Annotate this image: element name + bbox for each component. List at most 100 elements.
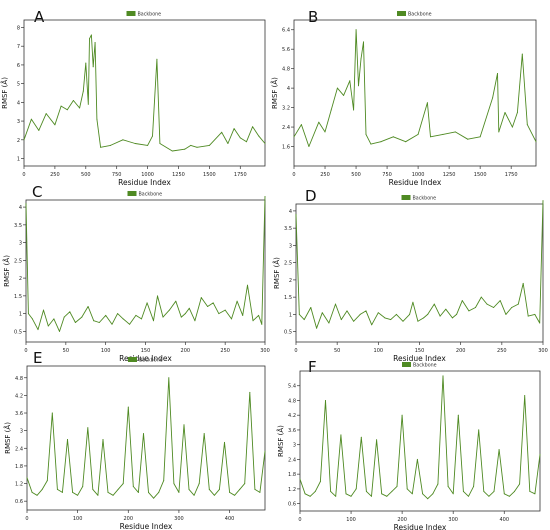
data-point [371, 324, 373, 326]
data-point [451, 317, 453, 319]
data-point [98, 322, 100, 323]
data-point [27, 313, 29, 315]
legend-label: Backbone [138, 12, 162, 18]
data-point [330, 109, 332, 111]
data-point [252, 320, 254, 322]
data-point [180, 316, 182, 318]
x-axis-label: Residue Index [393, 354, 446, 363]
data-point [79, 107, 81, 109]
data-point [47, 325, 49, 327]
data-point [430, 136, 431, 138]
data-point [93, 320, 95, 322]
x-tick-label: 100 [101, 348, 111, 354]
legend-label: Backbone [413, 196, 437, 202]
data-point [173, 483, 175, 485]
data-point [26, 477, 28, 479]
data-point [521, 53, 523, 55]
y-tick-label: 0.5 [284, 330, 292, 336]
data-point [310, 307, 312, 308]
data-point [534, 313, 536, 315]
y-tick-label: 0.5 [14, 329, 22, 335]
data-point [427, 313, 429, 315]
data-point [452, 493, 454, 495]
y-tick-label: 3 [289, 243, 292, 249]
data-point [522, 282, 524, 284]
data-point [300, 124, 302, 126]
y-tick-label: 3 [293, 443, 296, 449]
data-point [391, 490, 393, 492]
data-point [498, 131, 500, 133]
y-tick-label: 2 [17, 138, 20, 144]
y-tick-label: 1.8 [288, 472, 296, 478]
data-point [127, 406, 129, 408]
y-tick-label: 1.2 [15, 482, 23, 488]
series-line-backbone [23, 34, 266, 152]
data-point [534, 493, 536, 495]
series-line-backbone [299, 375, 541, 500]
data-point [77, 494, 79, 496]
data-point [295, 213, 297, 215]
panel-c: C 0 50 100 150 200 250 300 0.5 1 1.5 2 2.5 3 3.5 4 Resid… [2, 183, 270, 363]
data-point [486, 303, 488, 305]
data-point [196, 146, 198, 148]
data-point [365, 310, 367, 312]
data-point [516, 112, 518, 113]
panel-d: D 0 50 100 150 200 250 300 0.5 1 1.5 2 2.5 3 3.5 4 Resid… [272, 187, 548, 363]
data-point [97, 494, 99, 496]
data-point [473, 485, 475, 487]
x-tick-label: 200 [181, 348, 191, 354]
panel-label: F [308, 358, 317, 376]
data-point [411, 493, 413, 495]
data-point [100, 146, 102, 148]
data-point [542, 200, 544, 202]
series-line-backbone [26, 377, 266, 499]
panel-a: A 0 250 500 750 1000 1250 1500 1750 1 2 3 4 5 6 7 8 Resid… [0, 8, 266, 187]
x-tick-label: 750 [112, 172, 122, 178]
data-point [72, 491, 74, 493]
data-point [406, 488, 408, 490]
x-tick-label: 1250 [172, 172, 185, 178]
data-point [81, 316, 83, 318]
data-point [51, 412, 53, 414]
data-point [168, 309, 170, 311]
data-point [53, 318, 55, 320]
data-point [69, 311, 71, 313]
data-point [41, 488, 43, 490]
data-point [183, 424, 185, 426]
data-point [264, 450, 266, 452]
data-point [87, 427, 89, 429]
data-point [87, 103, 89, 105]
data-point [137, 491, 139, 493]
data-point [527, 315, 529, 317]
data-point [365, 490, 367, 492]
data-point [417, 133, 419, 135]
y-tick-label: 5 [17, 82, 20, 88]
data-point [110, 144, 111, 146]
x-tick-label: 300 [538, 348, 548, 354]
data-point [89, 38, 90, 40]
y-axis-label: RMSF (Å) [272, 257, 281, 289]
data-point [38, 129, 40, 131]
x-axis-label: Residue Index [119, 354, 172, 363]
x-tick-label: 250 [320, 172, 330, 178]
data-point [66, 109, 68, 111]
x-tick-label: 150 [141, 348, 151, 354]
data-point [360, 58, 362, 60]
data-point [224, 441, 225, 443]
y-tick-label: 2.5 [14, 258, 22, 264]
legend-swatch [126, 11, 136, 16]
x-tick-label: 400 [499, 517, 509, 523]
data-point [427, 498, 429, 500]
data-point [535, 141, 537, 143]
data-point [447, 485, 449, 487]
data-point [293, 136, 295, 138]
x-tick-label: 250 [50, 172, 60, 178]
y-tick-label: 6 [17, 63, 20, 69]
y-tick-label: 3 [20, 429, 23, 435]
data-point [94, 42, 96, 43]
panel-b: B 0 250 500 750 1000 1250 1500 1750 1.6 2.4 3.2 4 4.8… [270, 8, 537, 187]
data-point [304, 493, 306, 495]
y-tick-label: 1.5 [284, 295, 292, 301]
data-point [497, 73, 498, 74]
data-point [499, 300, 501, 302]
